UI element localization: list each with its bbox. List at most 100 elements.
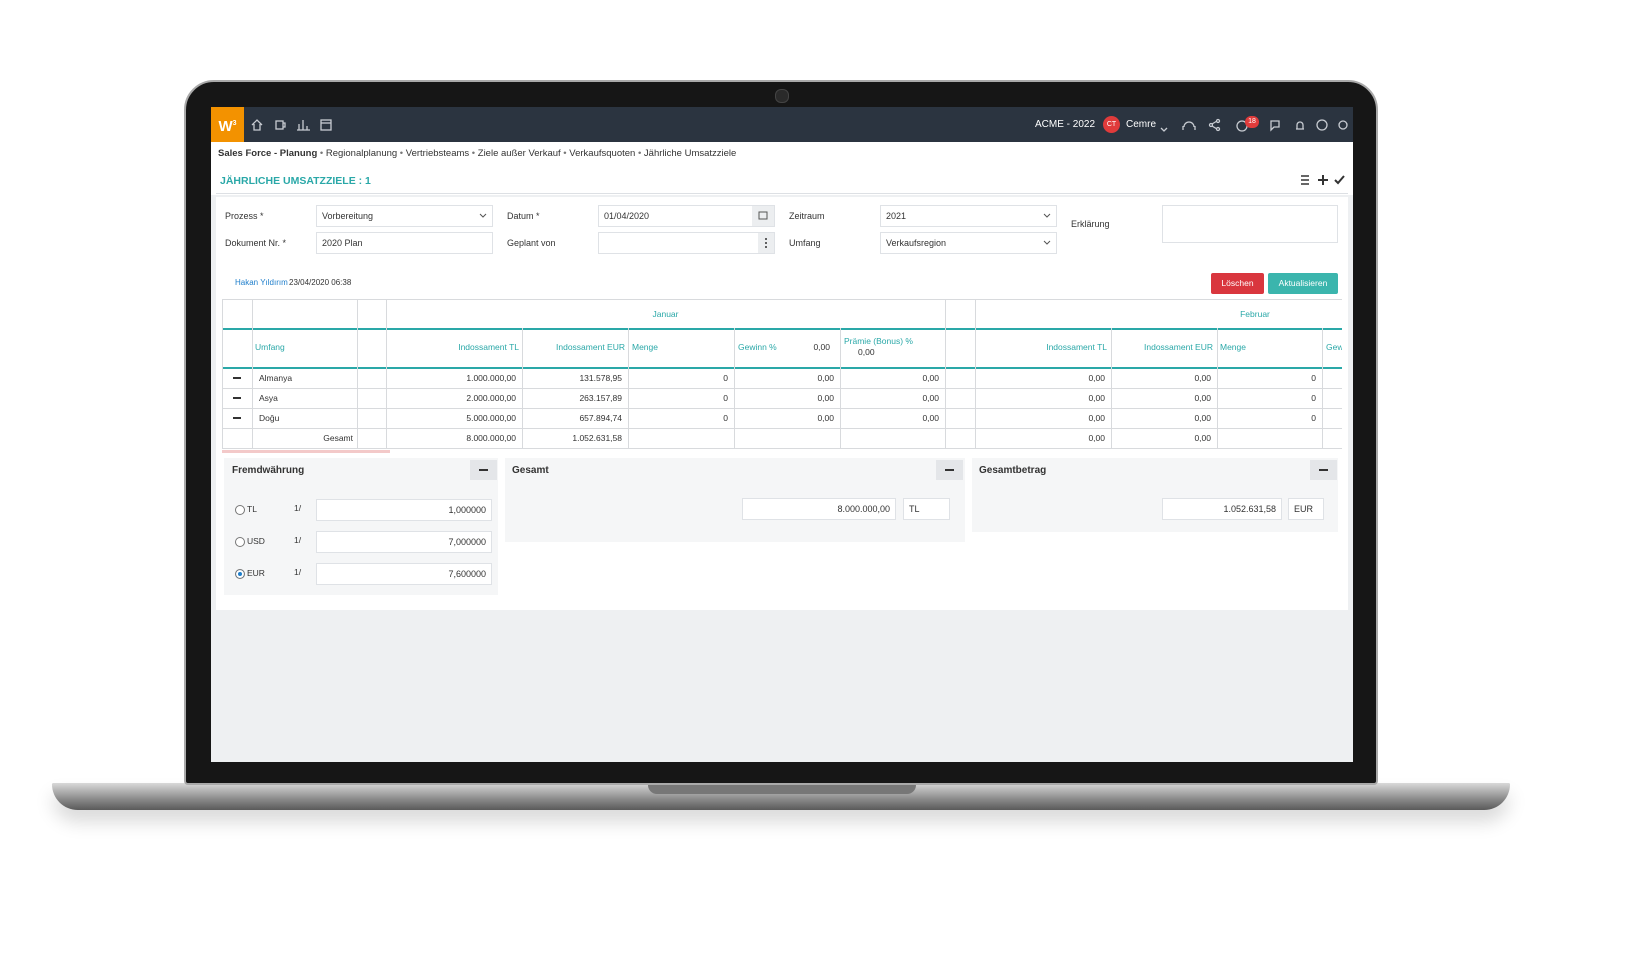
- logo-text: W: [218, 118, 233, 135]
- radio[interactable]: [235, 505, 245, 515]
- radio[interactable]: [235, 569, 245, 579]
- logo[interactable]: W3: [211, 107, 244, 142]
- update-button[interactable]: Aktualisieren: [1268, 273, 1338, 294]
- notification-badge: 18: [1245, 116, 1259, 128]
- breadcrumb-item[interactable]: Jährliche Umsatzziele: [643, 148, 737, 159]
- label: Dokument Nr. *: [225, 238, 287, 248]
- currency-label: TL: [247, 504, 257, 514]
- cell-value: 0,00: [817, 373, 834, 383]
- cell-value: 0,00: [922, 373, 939, 383]
- separator: •: [317, 148, 326, 159]
- column-header: Menge: [632, 342, 658, 352]
- col-line: [357, 300, 358, 449]
- collapse-button[interactable]: [936, 460, 963, 480]
- cell-value: 0: [723, 413, 728, 423]
- col-line: [734, 328, 735, 449]
- collapse-button[interactable]: [470, 460, 497, 480]
- rate-field[interactable]: 1,000000: [316, 499, 492, 521]
- col-line: [628, 328, 629, 449]
- row-name: Doğu: [259, 413, 280, 423]
- select[interactable]: Verkaufsregion: [880, 232, 1057, 254]
- row-name: Asya: [259, 393, 278, 403]
- row-line: [222, 428, 1342, 429]
- label: Erklärung: [1071, 219, 1110, 229]
- unit-field: EUR: [1288, 498, 1324, 520]
- form-icons: [479, 211, 1051, 248]
- cell-value: 5.000.000,00: [466, 413, 516, 423]
- select[interactable]: 2021: [880, 205, 1057, 227]
- remove-row[interactable]: [233, 397, 241, 399]
- column-header: Umfang: [255, 342, 285, 352]
- unit-field: TL: [903, 498, 950, 520]
- user-name[interactable]: Cemre: [1126, 119, 1157, 130]
- cell-value: 1.000.000,00: [466, 373, 516, 383]
- label: Geplant von: [507, 238, 556, 248]
- row-name: Almanya: [259, 373, 293, 383]
- top-nav: [211, 107, 1353, 142]
- text-input[interactable]: 2020 Plan: [316, 232, 493, 254]
- user-input[interactable]: [598, 232, 775, 254]
- rate-field[interactable]: 7,000000: [316, 531, 492, 553]
- panel-title: Fremdwährung: [232, 465, 305, 476]
- select[interactable]: Vorbereitung: [316, 205, 493, 227]
- amount-field: 1.052.631,58: [1162, 498, 1282, 520]
- breadcrumb-item[interactable]: Sales Force - Planung: [218, 148, 318, 159]
- cell-value: 0,00: [817, 393, 834, 403]
- col-line: [386, 300, 387, 449]
- total-value: 0,00: [1088, 433, 1105, 443]
- separator: •: [560, 148, 570, 159]
- cell-value: 657.894,74: [579, 413, 622, 423]
- rate-field[interactable]: 7,600000: [316, 563, 492, 585]
- col-line: [1217, 328, 1218, 449]
- currency-label: EUR: [247, 568, 265, 578]
- breadcrumb-item[interactable]: Ziele außer Verkauf: [477, 148, 561, 159]
- rate-prefix: 1/: [294, 535, 302, 545]
- panel-title: Gesamtbetrag: [979, 465, 1047, 476]
- cell-value: 0,00: [1194, 413, 1211, 423]
- month-header: Februar: [1240, 309, 1270, 319]
- rate-prefix: 1/: [294, 503, 302, 513]
- column-header: Indossament EUR: [556, 342, 625, 352]
- amount-panel: Gesamtbetrag 1.052.631,58 EUR: [972, 458, 1338, 532]
- breadcrumb-item[interactable]: Vertriebsteams: [405, 148, 470, 159]
- col-line: [1322, 328, 1323, 449]
- row-line: [222, 448, 1342, 449]
- remove-row[interactable]: [233, 417, 241, 419]
- total-field: 8.000.000,00: [742, 498, 896, 520]
- delete-button[interactable]: Löschen: [1211, 273, 1264, 294]
- breadcrumb-item[interactable]: Regionalplanung: [325, 148, 398, 159]
- textarea[interactable]: [1162, 205, 1338, 243]
- cell-value: 0: [1311, 373, 1316, 383]
- collapse-button[interactable]: [1310, 460, 1337, 480]
- label: Datum *: [507, 211, 540, 221]
- separator: •: [397, 148, 406, 159]
- laptop-notch: [648, 785, 916, 794]
- rate-prefix: 1/: [294, 567, 302, 577]
- author-link[interactable]: Hakan Yıldırım: [235, 278, 288, 287]
- total-value: 0,00: [1194, 433, 1211, 443]
- cell-value: 0: [1311, 413, 1316, 423]
- divider: [216, 193, 1348, 194]
- radio[interactable]: [235, 537, 245, 547]
- panel-title: Gesamt: [512, 465, 549, 476]
- page-title: JÄHRLICHE UMSATZZIELE : 1: [220, 175, 371, 187]
- label: Umfang: [789, 238, 821, 248]
- row-line: [222, 408, 1342, 409]
- breadcrumb: Sales Force - Planung • Regionalplanung …: [218, 148, 736, 159]
- cell-value: 0: [723, 373, 728, 383]
- avatar[interactable]: CT: [1103, 116, 1120, 133]
- column-header: Menge: [1220, 342, 1246, 352]
- date-input[interactable]: 01/04/2020: [598, 205, 775, 227]
- remove-row[interactable]: [233, 377, 241, 379]
- column-total: 0,00: [813, 342, 830, 352]
- label: Prozess *: [225, 211, 264, 221]
- separator: •: [469, 148, 478, 159]
- total-label: Gesamt: [323, 433, 353, 443]
- breadcrumb-item[interactable]: Verkaufsquoten: [569, 148, 636, 159]
- scrollbar[interactable]: [222, 450, 390, 453]
- cell-value: 131.578,95: [579, 373, 622, 383]
- calendar-button[interactable]: [752, 206, 774, 226]
- company[interactable]: ACME - 2022: [1035, 119, 1096, 130]
